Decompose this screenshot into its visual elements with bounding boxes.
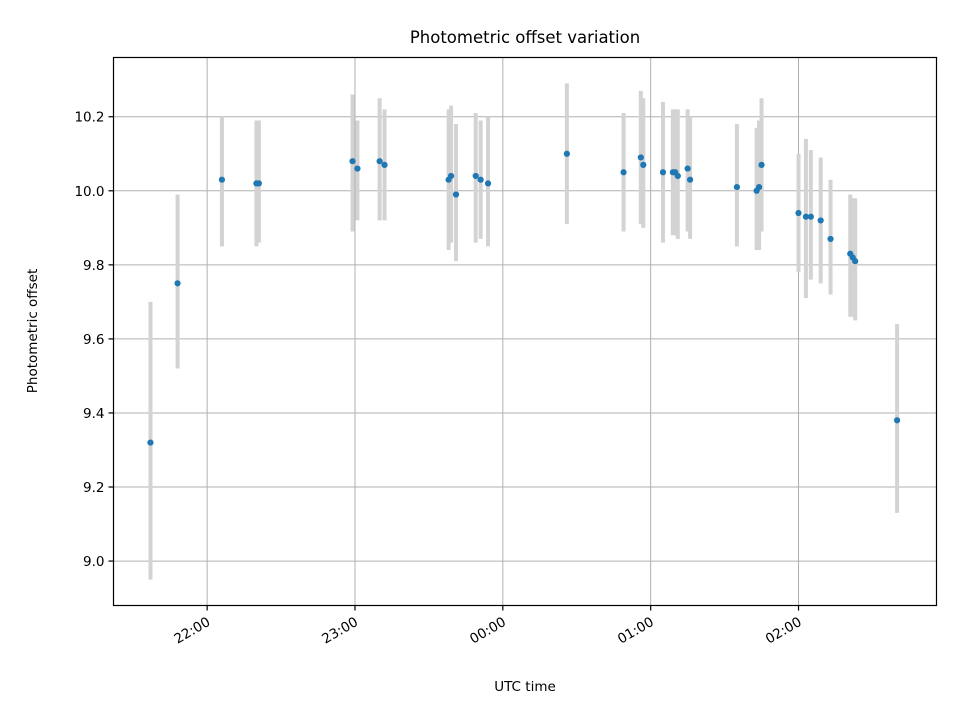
- x-tick-label: 23:00: [319, 614, 361, 647]
- chart-title: Photometric offset variation: [410, 28, 640, 47]
- data-point: [827, 235, 834, 243]
- y-tick-label: 9.2: [83, 480, 104, 496]
- plot-frame: [112, 56, 938, 607]
- data-point: [733, 183, 741, 191]
- data-point: [807, 213, 814, 220]
- data-point: [563, 150, 570, 157]
- x-axis-label: UTC time: [494, 679, 556, 695]
- x-tick-label: 02:00: [763, 614, 805, 647]
- y-axis-label: Photometric offset: [25, 269, 41, 393]
- data-point: [218, 176, 226, 183]
- data-point: [852, 258, 859, 265]
- y-tick-label: 9.0: [83, 554, 104, 570]
- data-point: [893, 417, 901, 424]
- data-point: [659, 169, 667, 176]
- y-tick-label: 9.4: [83, 406, 104, 422]
- data-point: [620, 169, 627, 176]
- data-point: [674, 172, 681, 180]
- grid-layer: [113, 57, 937, 606]
- data-point: [817, 217, 824, 224]
- x-tick-label: 22:00: [171, 614, 213, 647]
- data-point: [477, 176, 484, 183]
- data-point: [354, 165, 361, 172]
- x-tick-label: 01:00: [615, 614, 657, 647]
- data-point: [684, 165, 691, 172]
- y-tick-label: 9.8: [83, 258, 104, 274]
- errorbar-layer: [148, 83, 900, 580]
- point-layer: [147, 150, 901, 446]
- data-point: [640, 161, 647, 168]
- x-tick-label: 00:00: [467, 614, 509, 647]
- data-point: [758, 161, 765, 168]
- data-point: [381, 161, 388, 168]
- data-point: [802, 213, 810, 220]
- y-tick-label: 9.6: [83, 332, 104, 348]
- data-point: [447, 172, 455, 180]
- data-point: [376, 158, 383, 165]
- data-point: [637, 154, 644, 161]
- data-point: [484, 180, 492, 187]
- data-point: [472, 172, 479, 180]
- data-point: [349, 158, 356, 165]
- data-point: [686, 176, 694, 183]
- data-point: [255, 180, 262, 187]
- data-point: [755, 183, 763, 191]
- data-point: [452, 191, 460, 198]
- y-tick-label: 10.0: [74, 184, 104, 200]
- data-point: [795, 209, 802, 217]
- y-tick-label: 10.2: [74, 110, 104, 126]
- data-point: [147, 439, 154, 446]
- data-point: [174, 280, 181, 287]
